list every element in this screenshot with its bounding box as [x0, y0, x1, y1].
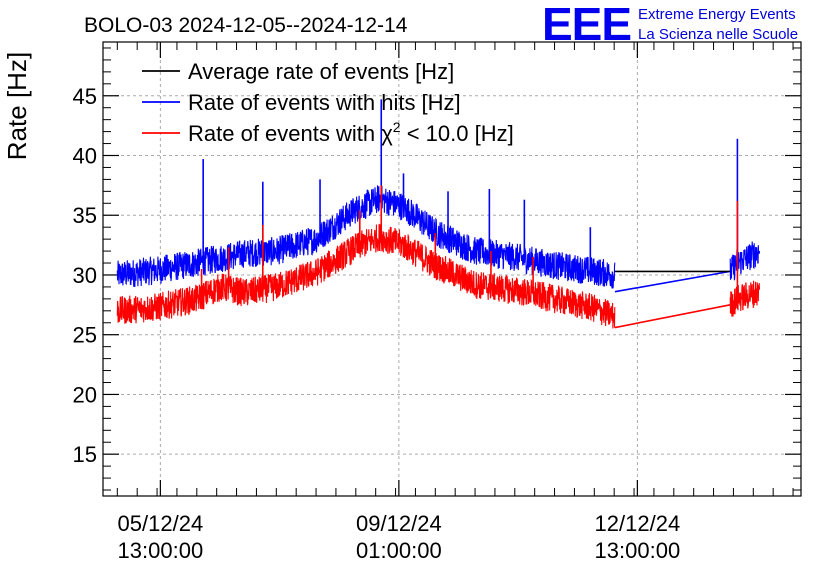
- y-tick-label: 30: [73, 263, 97, 288]
- series-group: [116, 99, 761, 329]
- y-tick-label: 45: [73, 84, 97, 109]
- series-hits-trace: [116, 184, 616, 289]
- x-tick-date-label: 05/12/24: [118, 511, 204, 536]
- series-chi2-trace: [729, 280, 761, 317]
- x-tick-time-label: 13:00:00: [118, 538, 204, 563]
- legend-label: Rate of events with χ2 < 10.0 [Hz]: [188, 119, 514, 146]
- y-tick-label: 40: [73, 144, 97, 169]
- x-tick-date-label: 09/12/24: [356, 511, 442, 536]
- axes: 1520253035404505/12/2413:00:0009/12/2401…: [73, 42, 801, 563]
- y-tick-label: 35: [73, 203, 97, 228]
- series-chi2-trace: [116, 223, 616, 329]
- legend-chi-symbol: χ: [381, 121, 393, 146]
- x-tick-date-label: 12/12/24: [595, 511, 681, 536]
- legend-label: Average rate of events [Hz]: [188, 59, 454, 84]
- y-tick-label: 15: [73, 442, 97, 467]
- org-name-line2: La Scienza nelle Scuole: [638, 26, 798, 43]
- y-axis-title: Rate [Hz]: [2, 52, 32, 160]
- legend-superscript: 2: [393, 119, 401, 135]
- chart-title: BOLO-03 2024-12-05--2024-12-14: [84, 14, 408, 37]
- grid: [103, 42, 801, 496]
- y-tick-label: 25: [73, 323, 97, 348]
- legend-label-prefix: Rate of events with: [188, 121, 381, 146]
- gap-connector-line: [614, 304, 731, 329]
- legend-label: Rate of events with hits [Hz]: [188, 90, 461, 115]
- x-tick-time-label: 13:00:00: [595, 538, 681, 563]
- legend-label-suffix: < 10.0 [Hz]: [401, 121, 514, 146]
- y-tick-label: 20: [73, 382, 97, 407]
- plot-frame: [102, 41, 802, 497]
- org-name-line1: Extreme Energy Events: [638, 6, 796, 23]
- x-tick-time-label: 01:00:00: [356, 538, 442, 563]
- legend: Average rate of events [Hz] Rate of event…: [142, 59, 514, 146]
- gap-connector-line: [614, 270, 731, 293]
- series-hits-trace: [729, 241, 761, 281]
